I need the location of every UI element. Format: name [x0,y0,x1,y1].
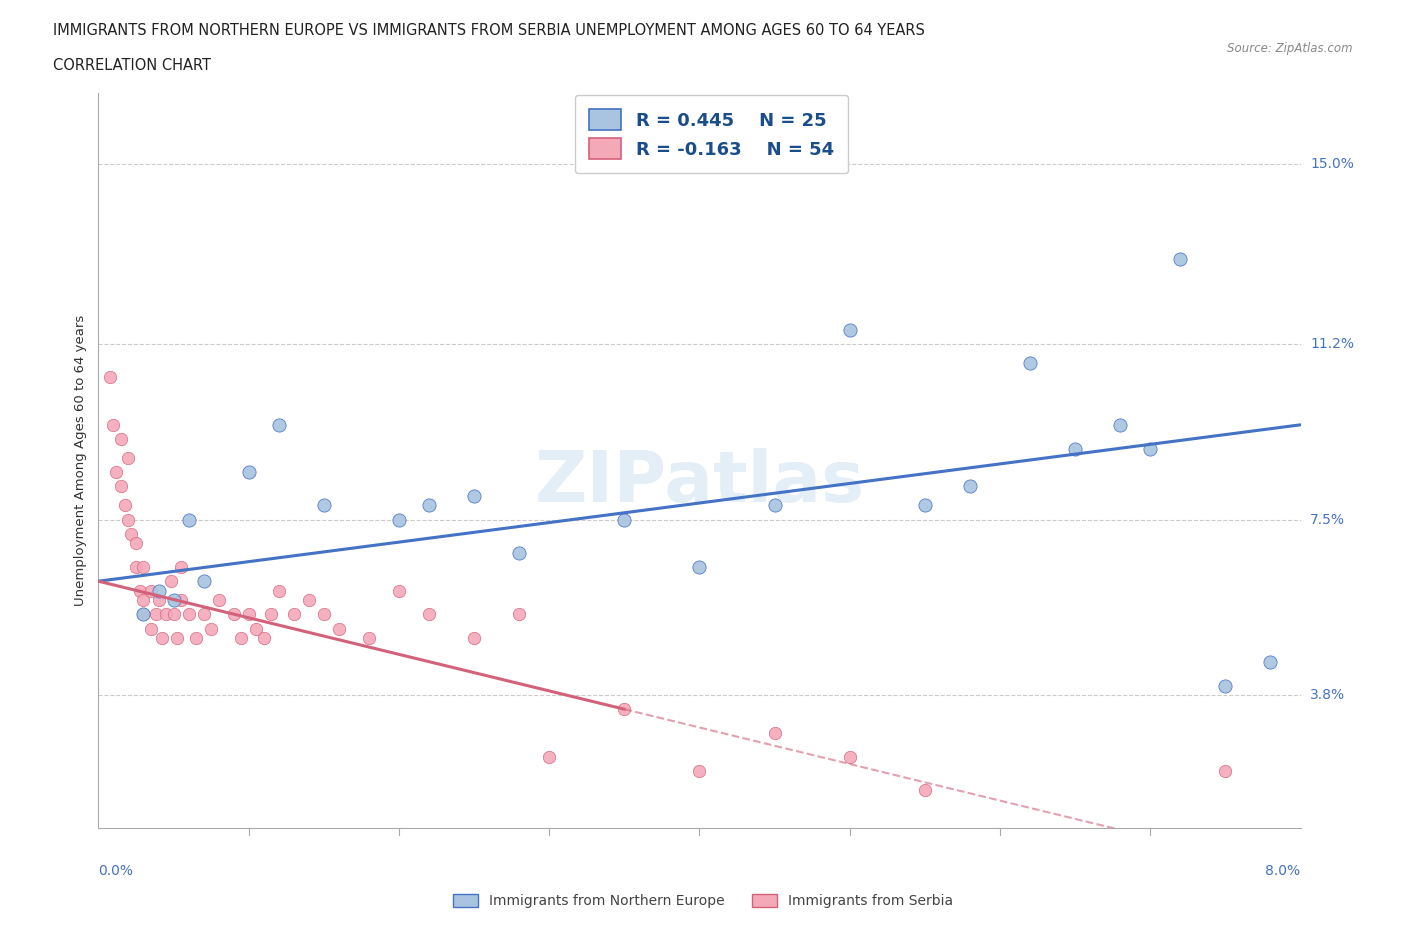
Point [267,418,290,432]
Point [129,583,152,598]
Point [1215,764,1237,778]
Point [253,631,276,645]
Point [508,607,530,622]
Point [222,607,245,622]
Point [238,607,260,622]
Point [132,592,155,607]
Point [388,583,411,598]
Point [1170,251,1192,266]
Point [914,782,936,797]
Text: 7.5%: 7.5% [1310,512,1346,526]
Point [231,631,253,645]
Point [125,560,148,575]
Point [162,592,184,607]
Point [125,536,148,551]
Text: CORRELATION CHART: CORRELATION CHART [53,58,211,73]
Point [177,607,200,622]
Point [463,631,485,645]
Point [245,621,267,636]
Point [1019,356,1042,371]
Text: IMMIGRANTS FROM NORTHERN EUROPE VS IMMIGRANTS FROM SERBIA UNEMPLOYMENT AMONG AGE: IMMIGRANTS FROM NORTHERN EUROPE VS IMMIG… [53,23,925,38]
Point [110,479,132,494]
Point [388,512,411,527]
Point [418,498,440,512]
Point [170,560,193,575]
Point [328,621,350,636]
Point [1260,655,1282,670]
Point [162,607,184,622]
Point [763,725,786,740]
Point [838,323,860,338]
Point [838,750,860,764]
Point [688,764,710,778]
Point [613,512,636,527]
Point [117,512,139,527]
Point [508,545,530,560]
Point [283,607,305,622]
Point [100,370,122,385]
Point [159,574,181,589]
Point [166,631,188,645]
Point [132,607,155,622]
Text: 0.0%: 0.0% [98,865,134,879]
Point [613,702,636,717]
Text: 15.0%: 15.0% [1310,157,1354,171]
Point [114,498,136,512]
Text: 3.8%: 3.8% [1310,688,1346,702]
Point [117,450,139,465]
Point [145,607,167,622]
Point [132,607,155,622]
Point [1215,678,1237,693]
Point [121,526,143,541]
Point [538,750,561,764]
Point [150,631,173,645]
Point [200,621,222,636]
Point [110,432,132,446]
Point [103,418,125,432]
Point [298,592,321,607]
Point [1109,418,1132,432]
Point [170,592,193,607]
Point [132,560,155,575]
Point [463,488,485,503]
Point [177,512,200,527]
Point [148,592,170,607]
Point [139,583,162,598]
Y-axis label: Unemployment Among Ages 60 to 64 years: Unemployment Among Ages 60 to 64 years [75,314,87,606]
Point [260,607,283,622]
Point [914,498,936,512]
Point [763,498,786,512]
Point [208,592,231,607]
Point [148,583,170,598]
Legend: R = 0.445    N = 25, R = -0.163    N = 54: R = 0.445 N = 25, R = -0.163 N = 54 [575,95,848,173]
Text: ZIPatlas: ZIPatlas [534,448,865,517]
Text: 11.2%: 11.2% [1310,338,1354,352]
Point [105,465,128,480]
Point [1139,441,1161,456]
Point [193,607,215,622]
Point [184,631,207,645]
Point [238,465,260,480]
Text: 8.0%: 8.0% [1265,865,1301,879]
Point [312,498,335,512]
Point [312,607,335,622]
Point [418,607,440,622]
Point [193,574,215,589]
Point [1064,441,1087,456]
Point [959,479,981,494]
Text: Source: ZipAtlas.com: Source: ZipAtlas.com [1227,42,1353,55]
Point [267,583,290,598]
Legend: Immigrants from Northern Europe, Immigrants from Serbia: Immigrants from Northern Europe, Immigra… [447,889,959,914]
Point [155,607,177,622]
Point [139,621,162,636]
Point [357,631,380,645]
Point [688,560,710,575]
